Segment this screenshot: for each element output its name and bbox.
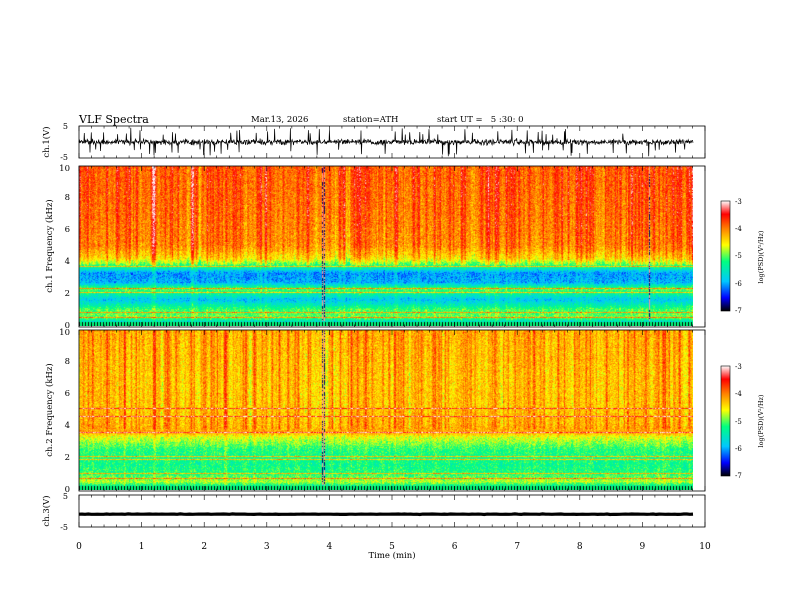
ch2-colorbar-tick-m7: -7 — [735, 472, 742, 480]
ch1-waveform-ylabel: ch.1(V) — [41, 126, 52, 157]
ch1-spectrogram-panel: 0 2 4 6 8 10 ch.1 Frequency (kHz) — [44, 164, 706, 331]
x-axis: 0 1 2 3 4 5 6 7 8 9 10 Time (min) — [76, 542, 711, 561]
ch1-ytick-bottom: -5 — [60, 153, 68, 162]
ch1-freq-tick-10: 10 — [59, 164, 70, 174]
ch3-waveform-panel: 5 -5 ch.3(V) — [41, 492, 706, 532]
ch3-waveform-ylabel: ch.3(V) — [41, 495, 52, 526]
ch1-colorbar-label: log(PSD)(V²/Hz) — [757, 230, 765, 283]
ch3-ytick-top: 5 — [63, 492, 68, 501]
x-tick-label-0: 0 — [76, 542, 82, 552]
x-tick-label-1: 1 — [139, 542, 145, 552]
ch1-colorbar: -3 -4 -5 -6 -7 log(PSD)(V²/Hz) — [720, 198, 765, 315]
x-tick-label-3: 3 — [264, 542, 270, 552]
ch2-freq-tick-8: 8 — [65, 357, 70, 367]
ch3-ytick-bottom: -5 — [60, 523, 68, 532]
ch2-colorbar-tick-m3: -3 — [735, 363, 742, 371]
ch1-ytick-top: 5 — [63, 122, 68, 131]
x-tick-label-4: 4 — [327, 542, 333, 552]
ch1-freq-tick-2: 2 — [65, 289, 70, 299]
ch1-waveform-panel: 5 -5 ch.1(V) — [41, 122, 706, 162]
ch3-waveform-line — [78, 512, 694, 517]
ch1-freq-tick-0: 0 — [65, 321, 70, 331]
ch1-spectrogram-yticks: 0 2 4 6 8 10 — [59, 164, 70, 331]
ch2-freq-tick-0: 0 — [65, 485, 70, 495]
ch2-spectrogram-panel: 0 2 4 6 8 10 ch.2 Frequency (kHz) — [44, 328, 706, 495]
figure-title: VLF Spectra — [78, 113, 149, 126]
ch1-colorbar-tick-m7: -7 — [735, 307, 742, 315]
ch1-colorbar-tick-m6: -6 — [735, 280, 742, 288]
ch1-waveform-line — [78, 127, 694, 157]
x-tick-label-2: 2 — [201, 542, 207, 552]
ch2-spectrogram-image — [79, 330, 693, 490]
x-tick-label-6: 6 — [452, 542, 458, 552]
ch2-colorbar-label: log(PSD)(V²/Hz) — [757, 394, 765, 447]
ch1-freq-tick-8: 8 — [65, 193, 70, 203]
ch1-colorbar-tick-m5: -5 — [735, 252, 742, 260]
date-label: Mar.13, 2026 — [251, 115, 308, 125]
ch2-colorbar-tick-m4: -4 — [735, 390, 742, 398]
x-tick-label-8: 8 — [577, 542, 583, 552]
ch1-spectrogram-ylabel: ch.1 Frequency (kHz) — [44, 199, 55, 292]
x-tick-label-10: 10 — [699, 542, 711, 552]
ch1-colorbar-tick-m4: -4 — [735, 225, 742, 233]
ch2-spectrogram-yticks: 0 2 4 6 8 10 — [59, 328, 70, 495]
ch2-colorbar-tick-m6: -6 — [735, 445, 742, 453]
ch2-colorbar-gradient — [720, 365, 731, 477]
x-tick-label-7: 7 — [514, 542, 520, 552]
x-tick-label-9: 9 — [640, 542, 646, 552]
start-time-label: start UT = 5 :30: 0 — [437, 115, 524, 125]
station-label: station=ATH — [343, 115, 398, 125]
ch2-freq-tick-2: 2 — [65, 453, 70, 463]
ch2-freq-tick-4: 4 — [65, 421, 70, 431]
ch2-freq-tick-6: 6 — [65, 389, 70, 399]
x-tick-label-5: 5 — [389, 542, 395, 552]
ch1-colorbar-gradient — [720, 200, 731, 312]
ch2-colorbar: -3 -4 -5 -6 -7 log(PSD)(V²/Hz) — [720, 363, 765, 480]
x-tick-marks — [78, 126, 706, 527]
ch1-freq-tick-4: 4 — [65, 257, 70, 267]
ch1-freq-tick-6: 6 — [65, 225, 70, 235]
ch2-spectrogram-ylabel: ch.2 Frequency (kHz) — [44, 363, 55, 456]
ch1-spectrogram-image — [79, 166, 693, 326]
ch2-colorbar-tick-m5: -5 — [735, 418, 742, 426]
x-axis-label: Time (min) — [368, 550, 415, 561]
ch1-colorbar-tick-m3: -3 — [735, 198, 742, 206]
ch2-freq-tick-10: 10 — [59, 328, 70, 338]
